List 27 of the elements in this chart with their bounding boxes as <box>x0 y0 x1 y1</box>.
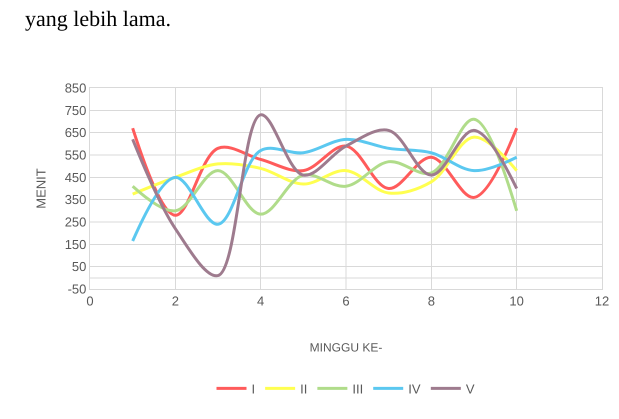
y-tick-label: 750 <box>64 102 86 118</box>
y-axis-title: MENIT <box>34 168 49 209</box>
y-tick-label: 550 <box>64 148 86 163</box>
legend-label: V <box>466 381 475 396</box>
y-tick-label: 850 <box>64 80 86 96</box>
x-tick-label: 2 <box>172 294 179 309</box>
x-axis-title: MINGGU KE- <box>310 340 382 354</box>
legend-label: I <box>252 381 256 396</box>
line-series <box>131 138 518 242</box>
y-tick-label: 650 <box>64 125 86 140</box>
x-tick-label: 8 <box>428 294 435 309</box>
x-tick-label: 10 <box>509 294 524 309</box>
y-tick-label: 150 <box>64 236 86 252</box>
x-tick-label: 6 <box>342 294 350 309</box>
x-tick-label: 4 <box>257 294 264 309</box>
legend-label: III <box>352 381 364 396</box>
legend-label: IV <box>408 381 421 396</box>
legend-label: II <box>300 381 308 396</box>
y-tick-label: 50 <box>72 259 86 274</box>
text: yang lebih lama. <box>25 6 172 31</box>
y-tick-label: 250 <box>64 214 86 230</box>
line-series <box>131 113 518 278</box>
y-tick-label: 350 <box>64 192 86 208</box>
x-tick-label: 0 <box>86 294 94 309</box>
y-tick-label: -50 <box>68 282 86 297</box>
x-tick-label: 12 <box>594 294 610 309</box>
y-tick-label: 450 <box>64 170 86 185</box>
